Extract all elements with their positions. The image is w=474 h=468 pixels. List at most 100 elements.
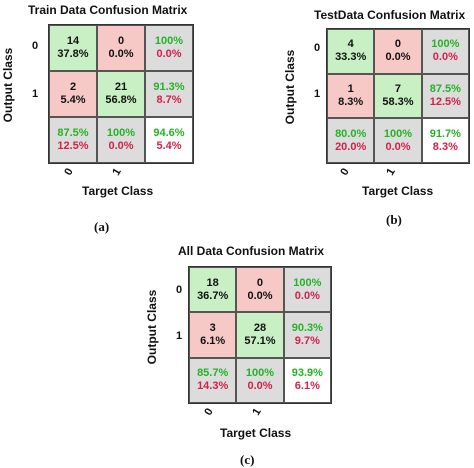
chart-title: TestData Confusion Matrix <box>314 8 466 22</box>
panel-caption: (b) <box>386 212 402 227</box>
cell-error: 14.3% <box>197 380 229 393</box>
cell-count: 14 <box>66 35 80 47</box>
chart-title: All Data Confusion Matrix <box>178 244 325 258</box>
summary-cell-r1-c2: 87.5% 12.5% <box>421 73 469 119</box>
row-tick-0: 0 <box>314 42 321 54</box>
summary-cell-r2-c1: 100% 0.0% <box>97 117 145 163</box>
col-tick-0: 0 <box>62 166 76 178</box>
cell-count: 0 <box>117 35 125 47</box>
y-axis-label: Output Class <box>1 47 15 123</box>
row-tick-1: 1 <box>176 330 183 342</box>
summary-cell-r0-c2: 100% 0.0% <box>283 267 331 313</box>
cell-accuracy: 100% <box>383 127 413 140</box>
summary-cell-r1-c2: 90.3% 9.7% <box>283 312 331 358</box>
row-tick-1: 1 <box>314 88 321 100</box>
panel-caption: (a) <box>94 219 110 234</box>
cell-count: 7 <box>394 82 402 95</box>
y-axis-label: Output Class <box>283 49 297 125</box>
cell-accuracy: 90.3% <box>291 321 323 334</box>
summary-cell-r0-c2: 100% 0.0% <box>145 25 193 71</box>
cell-count: 4 <box>347 38 354 51</box>
summary-cell-r1-c2: 91.3% 8.7% <box>145 71 193 117</box>
cell-accuracy: 100% <box>106 127 136 139</box>
summary-cell-r2-c2: 93.9% 6.1% <box>283 357 331 403</box>
cell-count: 1 <box>347 82 354 95</box>
cell-count: 21 <box>114 81 128 93</box>
cell-accuracy: 87.5% <box>57 127 89 139</box>
cell-error: 12.5% <box>429 95 461 108</box>
cell-accuracy: 87.5% <box>429 82 461 95</box>
matrix-cell-r0-c0: 18 36.7% <box>189 267 237 313</box>
cell-accuracy: 100% <box>293 276 322 289</box>
cell-count: 0 <box>256 276 264 289</box>
cell-percent: 33.3% <box>335 51 367 64</box>
col-tick-1: 1 <box>384 166 398 178</box>
cell-accuracy: 85.7% <box>197 367 229 380</box>
cell-accuracy: 100% <box>245 367 275 380</box>
cell-count: 3 <box>209 321 216 334</box>
summary-cell-r2-c0: 80.0% 20.0% <box>327 118 375 163</box>
matrix-cell-r0-c1: 0 0.0% <box>236 267 284 313</box>
matrix-cell-r1-c0: 1 8.3% <box>327 73 375 119</box>
col-tick-0: 0 <box>202 406 216 418</box>
col-tick-0: 0 <box>338 166 352 178</box>
col-tick-1: 1 <box>250 406 264 418</box>
confusion-grid: 14 37.8% 0 0.0% 100% 0.0% 2 5.4% 21 56.8% 91.3% 8.7… <box>48 24 194 164</box>
cell-error: 0.0% <box>432 51 458 64</box>
cell-error: 8.3% <box>432 140 458 153</box>
cell-count: 18 <box>206 276 219 289</box>
cell-percent: 6.1% <box>200 334 226 347</box>
cell-error: 5.4% <box>156 140 182 152</box>
cell-percent: 0.0% <box>108 48 134 60</box>
x-axis-label: Target Class <box>362 184 434 198</box>
cell-error: 0.0% <box>385 140 411 153</box>
matrix-cell-r0-c1: 0 0.0% <box>374 29 422 74</box>
summary-cell-r2-c2: 91.7% 8.3% <box>421 118 469 163</box>
cell-error: 12.5% <box>57 140 89 152</box>
row-tick-0: 0 <box>176 284 183 296</box>
cell-count: 0 <box>394 38 402 51</box>
row-tick-1: 1 <box>32 88 39 100</box>
cell-count: 2 <box>69 81 77 93</box>
matrix-cell-r1-c0: 3 6.1% <box>189 312 237 358</box>
cell-percent: 0.0% <box>385 51 411 64</box>
cell-count: 28 <box>253 321 267 334</box>
cell-error: 20.0% <box>335 140 367 153</box>
cell-accuracy: 91.7% <box>429 127 461 140</box>
summary-cell-r2-c0: 87.5% 12.5% <box>49 117 97 163</box>
matrix-cell-r0-c1: 0 0.0% <box>97 25 145 71</box>
col-tick-1: 1 <box>110 166 124 178</box>
cell-percent: 37.8% <box>57 48 89 60</box>
row-tick-0: 0 <box>32 40 39 52</box>
matrix-cell-r0-c0: 4 33.3% <box>327 29 375 74</box>
cell-percent: 0.0% <box>247 289 273 302</box>
cell-error: 9.7% <box>294 334 320 347</box>
cell-accuracy: 93.9% <box>291 367 323 380</box>
cell-error: 6.1% <box>294 380 320 393</box>
cell-accuracy: 100% <box>154 35 184 47</box>
summary-cell-r2-c0: 85.7% 14.3% <box>189 357 237 403</box>
cell-error: 0.0% <box>247 380 273 393</box>
panel-caption: (c) <box>240 452 255 467</box>
chart-title: Train Data Confusion Matrix <box>28 3 188 17</box>
confusion-grid: 18 36.7% 0 0.0% 100% 0.0% 3 6.1% 28 57.1% 90.3% 9.7… <box>188 266 332 404</box>
confusion-grid: 4 33.3% 0 0.0% 100% 0.0% 1 8.3% 7 58.3% 87.5% 12.5%… <box>326 28 470 164</box>
summary-cell-r2-c1: 100% 0.0% <box>236 357 284 403</box>
cell-error: 8.7% <box>156 94 182 106</box>
cell-accuracy: 94.6% <box>153 127 185 139</box>
matrix-cell-r1-c1: 7 58.3% <box>374 73 422 119</box>
cell-percent: 56.8% <box>105 94 137 106</box>
cell-percent: 8.3% <box>338 95 364 108</box>
matrix-cell-r1-c1: 21 56.8% <box>97 71 145 117</box>
cell-percent: 36.7% <box>197 289 229 302</box>
cell-accuracy: 80.0% <box>335 127 367 140</box>
summary-cell-r0-c2: 100% 0.0% <box>421 29 469 74</box>
summary-cell-r2-c2: 94.6% 5.4% <box>145 117 193 163</box>
cell-percent: 5.4% <box>60 94 86 106</box>
cell-accuracy: 91.3% <box>153 81 185 93</box>
matrix-cell-r0-c0: 14 37.8% <box>49 25 97 71</box>
cell-accuracy: 100% <box>431 38 460 51</box>
cell-error: 0.0% <box>108 140 134 152</box>
x-axis-label: Target Class <box>220 426 292 440</box>
cell-percent: 57.1% <box>244 334 276 347</box>
